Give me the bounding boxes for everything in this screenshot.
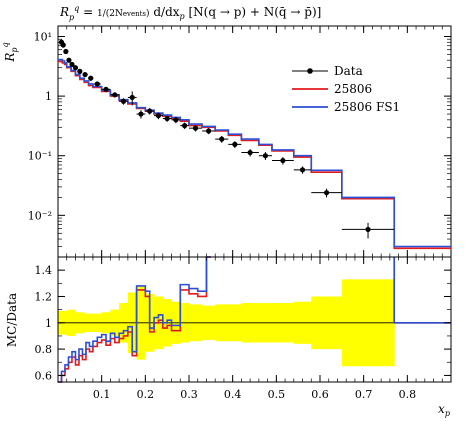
data-point bbox=[154, 112, 163, 120]
data-point bbox=[101, 86, 111, 92]
plot-title: Rpq = 1/(2Nevents) d/dxp [N(q → p) + N(q… bbox=[59, 4, 321, 22]
legend: Data 25806 25806 FS1 bbox=[292, 64, 400, 114]
data-point bbox=[69, 61, 75, 68]
ratio-y-tick-label: 0.6 bbox=[35, 369, 53, 382]
legend-item: 25806 FS1 bbox=[292, 100, 400, 114]
data-point bbox=[162, 115, 172, 122]
legend-item: 25806 bbox=[292, 82, 372, 96]
main-panel-ticks: 10⁻² 10⁻¹ 1 10¹ bbox=[28, 26, 451, 258]
ratio-panel: 0.6 0.8 1 1.2 1.4 0.1 0.2 0.3 0.4 0.5 0.6 0.7 0.8 MC… bbox=[5, 256, 452, 418]
data-point bbox=[171, 116, 181, 124]
data-point bbox=[110, 92, 120, 98]
ratio-series bbox=[58, 256, 451, 383]
x-tick-label: 0.3 bbox=[180, 388, 198, 401]
main-panel: 10⁻² 10⁻¹ 1 10¹ Rpq bbox=[1, 25, 452, 258]
x-tick-label: 0.5 bbox=[268, 388, 286, 401]
ratio-series-25806-fs1 bbox=[58, 256, 211, 383]
data-point bbox=[60, 42, 66, 48]
data-point bbox=[127, 91, 137, 106]
main-panel-series bbox=[58, 58, 451, 250]
data-point bbox=[66, 57, 72, 63]
y-tick-label: 10⁻² bbox=[28, 209, 52, 222]
data-point bbox=[180, 122, 189, 130]
x-tick-label: 0.1 bbox=[93, 388, 111, 401]
y-axis-title-main: Rpq bbox=[1, 42, 19, 62]
data-point bbox=[77, 68, 83, 74]
data-point bbox=[311, 188, 342, 198]
data-point bbox=[145, 108, 155, 115]
data-point bbox=[293, 166, 312, 174]
data-point bbox=[341, 222, 395, 239]
data-point bbox=[202, 128, 216, 135]
legend-item: Data bbox=[292, 64, 363, 78]
data-point bbox=[215, 135, 229, 143]
x-tick-label: 0.7 bbox=[355, 388, 373, 401]
main-panel-frame bbox=[57, 25, 452, 258]
data-point bbox=[93, 81, 101, 87]
data-point bbox=[82, 71, 88, 78]
ratio-y-tick-label: 1.4 bbox=[35, 264, 53, 277]
data-point bbox=[189, 125, 203, 132]
x-axis-title: xp bbox=[438, 402, 450, 418]
data-point bbox=[88, 75, 94, 81]
ratio-y-tick-label: 0.8 bbox=[35, 343, 53, 356]
legend-marker bbox=[307, 68, 313, 74]
x-tick-label: 0.4 bbox=[224, 388, 242, 401]
legend-label: 25806 FS1 bbox=[334, 100, 400, 114]
data-point bbox=[63, 48, 69, 55]
y-tick-label: 10¹ bbox=[34, 30, 52, 43]
ratio-panel-frame bbox=[57, 256, 452, 383]
data-points bbox=[58, 39, 395, 239]
ratio-y-tick-label: 1 bbox=[45, 317, 52, 330]
ratio-y-tick-label: 1.2 bbox=[35, 290, 53, 303]
x-tick-label: 0.8 bbox=[399, 388, 417, 401]
ratio-series-25806 bbox=[58, 256, 211, 383]
data-point bbox=[136, 110, 146, 119]
data-point bbox=[271, 157, 294, 165]
y-tick-label: 10⁻¹ bbox=[28, 150, 52, 163]
ratio-panel-ticks: 0.6 0.8 1 1.2 1.4 0.1 0.2 0.3 0.4 0.5 0.6 0.7 0.8 bbox=[35, 257, 451, 401]
mc-series-25806 bbox=[58, 60, 451, 250]
data-point bbox=[258, 152, 272, 160]
data-point bbox=[241, 149, 259, 157]
y-tick-label: 1 bbox=[45, 90, 52, 103]
legend-label: 25806 bbox=[334, 82, 372, 96]
x-tick-label: 0.6 bbox=[311, 388, 329, 401]
data-point bbox=[228, 141, 242, 148]
legend-label: Data bbox=[334, 64, 363, 78]
y-axis-title-ratio: MC/Data bbox=[5, 293, 19, 347]
data-point bbox=[119, 98, 128, 105]
data-point bbox=[72, 65, 79, 71]
x-tick-label: 0.2 bbox=[137, 388, 155, 401]
